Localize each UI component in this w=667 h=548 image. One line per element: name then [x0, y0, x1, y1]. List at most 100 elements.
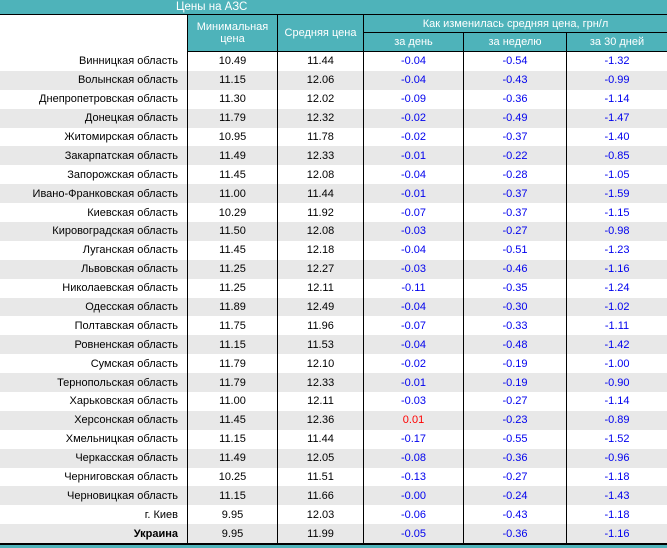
change-30d-cell: -1.40	[566, 127, 667, 147]
title-bar: Цены на АЗС	[0, 0, 667, 15]
change-day-cell: -0.01	[363, 146, 463, 166]
region-cell: Волынская область	[77, 74, 178, 87]
min-price-cell: 10.49	[187, 52, 277, 71]
min-price-cell: 11.00	[187, 392, 277, 411]
min-price-cell: 11.79	[187, 354, 277, 374]
avg-price-cell: 11.44	[277, 52, 363, 71]
region-cell: Донецкая область	[84, 112, 178, 125]
avg-price-cell: 11.99	[277, 524, 363, 544]
min-price-cell: 11.50	[187, 222, 277, 241]
min-price-cell: 11.15	[187, 70, 277, 90]
table-row: Закарпатская область 11.49 12.33 -0.01 -0.22…	[0, 146, 667, 166]
min-price-cell: 11.49	[187, 146, 277, 166]
table-row: Запорожская область 11.45 12.08 -0.04 -0.28-…	[0, 165, 667, 185]
table-row: Харьковская область 11.00 12.11 -0.03 -0.27-…	[0, 392, 667, 411]
avg-price-cell: 12.27	[277, 259, 363, 279]
avg-price-cell: 12.02	[277, 89, 363, 109]
table-row: Николаевская область 11.25 12.11 -0.11 -0.35…	[0, 278, 667, 298]
avg-price-cell: 12.36	[277, 410, 363, 430]
change-30d-cell: -1.14	[566, 89, 667, 109]
change-30d-cell: -1.14	[566, 392, 667, 411]
table-row: Полтавская область 11.75 11.96 -0.07 -0.33 -1…	[0, 316, 667, 336]
change-30d-cell: -1.18	[566, 467, 667, 487]
table-row: Днепропетровская область 11.30 12.02 -0.09-…	[0, 89, 667, 109]
change-week-cell: -0.37	[463, 184, 566, 204]
change-30d-cell: -1.00	[566, 354, 667, 374]
change-30d-cell: -1.16	[566, 524, 667, 544]
min-price-cell: 11.45	[187, 165, 277, 185]
bottom-bar	[0, 543, 667, 548]
change-day-cell: -0.00	[363, 486, 463, 506]
change-week-cell: -0.28	[463, 165, 566, 185]
change-week-cell: -0.54	[463, 52, 566, 71]
region-cell: Запорожская область	[67, 168, 178, 181]
table-row: Житомирская область 10.95 11.78 -0.02 -0.37-…	[0, 127, 667, 147]
table-row: Киевская область 10.29 11.92 -0.07 -0.37 -1.1…	[0, 203, 667, 223]
table-header: Минимальная цена Средняя цена Как измени…	[0, 15, 667, 52]
table-row: Ивано-Франковская область 11.00 11.44 -0.01…	[0, 184, 667, 204]
region-cell: Луганская область	[82, 244, 178, 257]
change-day-cell: -0.03	[363, 259, 463, 279]
min-price-cell: 11.49	[187, 448, 277, 468]
min-price-cell: 10.29	[187, 203, 277, 223]
change-day-cell: -0.08	[363, 448, 463, 468]
min-price-cell: 11.45	[187, 240, 277, 260]
change-week-cell: -0.36	[463, 89, 566, 109]
min-price-cell: 11.45	[187, 410, 277, 430]
change-30d-cell: -1.16	[566, 259, 667, 279]
table-row: Ровненская область 11.15 11.53 -0.04 -0.48 -1…	[0, 335, 667, 355]
change-30d-cell: -1.24	[566, 278, 667, 298]
avg-price-cell: 11.44	[277, 184, 363, 204]
table-row: Одесская область 11.89 12.49 -0.04 -0.30 -1.0…	[0, 297, 667, 317]
region-cell: Закарпатская область	[64, 149, 178, 162]
table-row: Луганская область 11.45 12.18 -0.04 -0.51 -1.…	[0, 240, 667, 260]
change-week-cell: -0.46	[463, 259, 566, 279]
change-day-cell: -0.04	[363, 297, 463, 317]
table-row: Черниговская область 10.25 11.51 -0.13 -0.27…	[0, 467, 667, 487]
region-cell: Ивано-Франковская область	[32, 187, 178, 200]
region-cell: г. Киев	[144, 508, 178, 521]
change-30d-cell: -1.15	[566, 203, 667, 223]
change-week-cell: -0.27	[463, 467, 566, 487]
change-day-cell: -0.01	[363, 184, 463, 204]
change-week-cell: -0.48	[463, 335, 566, 355]
change-week-cell: -0.33	[463, 316, 566, 336]
change-30d-cell: -1.52	[566, 429, 667, 449]
change-30d-cell: -1.02	[566, 297, 667, 317]
change-day-cell: -0.01	[363, 373, 463, 393]
change-day-cell: -0.13	[363, 467, 463, 487]
region-cell: Львовская область	[81, 263, 178, 276]
change-week-cell: -0.51	[463, 240, 566, 260]
change-30d-cell: -1.42	[566, 335, 667, 355]
change-day-cell: -0.03	[363, 222, 463, 241]
min-price-cell: 9.95	[187, 505, 277, 525]
table-row: Львовская область 11.25 12.27 -0.03 -0.46 -1.…	[0, 259, 667, 279]
table-row: Херсонская область 11.45 12.36 0.01 -0.23 -0.…	[0, 410, 667, 430]
region-cell: Черниговская область	[64, 471, 178, 484]
avg-price-cell: 11.66	[277, 486, 363, 506]
avg-price-cell: 12.03	[277, 505, 363, 525]
region-cell: Кировоградская область	[52, 225, 178, 238]
change-week-cell: -0.27	[463, 222, 566, 241]
region-cell: Хмельницкая область	[65, 433, 178, 446]
change-30d-cell: -0.99	[566, 70, 667, 90]
region-cell: Херсонская область	[74, 414, 178, 427]
avg-price-cell: 12.18	[277, 240, 363, 260]
min-price-cell: 11.15	[187, 429, 277, 449]
change-group-title: Как изменилась средняя цена, грн/л	[364, 15, 667, 33]
avg-price-cell: 12.33	[277, 146, 363, 166]
change-day-cell: -0.04	[363, 335, 463, 355]
change-day-cell: -0.09	[363, 89, 463, 109]
change-day-cell: -0.02	[363, 108, 463, 128]
page-title: Цены на АЗС	[176, 1, 248, 13]
change-week-cell: -0.19	[463, 373, 566, 393]
region-cell: Винницкая область	[79, 55, 178, 68]
avg-price-cell: 11.44	[277, 429, 363, 449]
change-day-cell: -0.04	[363, 240, 463, 260]
change-week-cell: -0.36	[463, 448, 566, 468]
change-30d-cell: -0.98	[566, 222, 667, 241]
change-30d-cell: -1.32	[566, 52, 667, 71]
avg-price-cell: 12.10	[277, 354, 363, 374]
change-day-cell: -0.06	[363, 505, 463, 525]
change-30d-cell: -1.47	[566, 108, 667, 128]
